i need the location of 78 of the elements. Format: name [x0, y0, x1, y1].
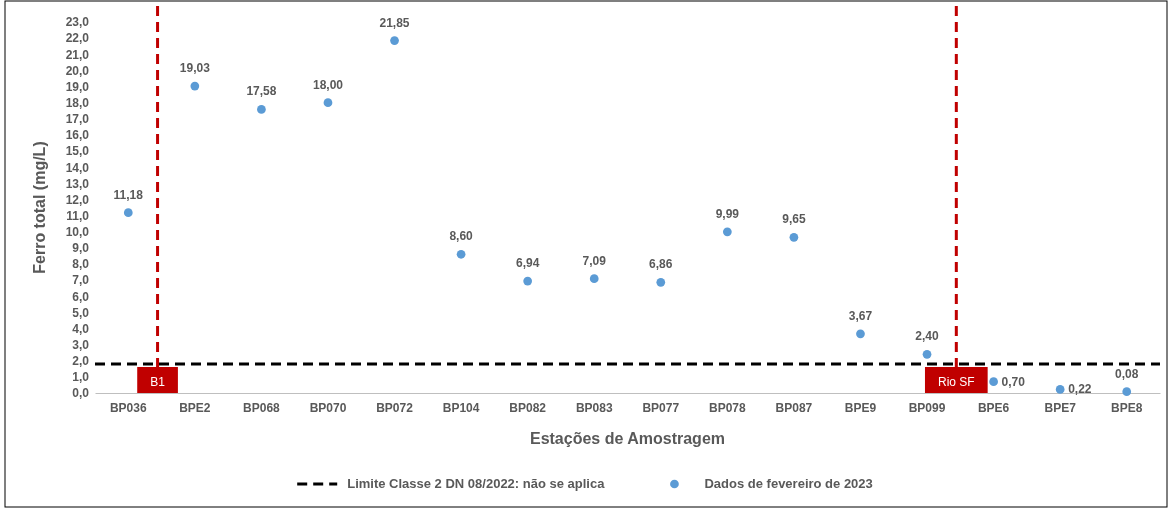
data-label: 9,99 — [715, 206, 740, 221]
y-tick-label: 4,0 — [72, 321, 90, 336]
x-tick-label: BP087 — [775, 400, 813, 415]
x-tick-label: BP077 — [642, 400, 680, 415]
data-label: 6,94 — [515, 256, 540, 271]
data-label: 18,00 — [312, 77, 344, 92]
data-label: 0,22 — [1068, 382, 1092, 397]
y-tick-label: 10,0 — [65, 225, 90, 240]
x-tick-label: BP083 — [575, 400, 613, 415]
y-tick-label: 2,0 — [72, 354, 90, 369]
y-tick-label: 12,0 — [65, 192, 90, 207]
point — [856, 329, 865, 339]
point — [922, 349, 932, 359]
x-tick-label: BPE8 — [1111, 400, 1143, 415]
x-tick-label: BP036 — [109, 400, 147, 415]
data-label: 2,40 — [915, 329, 940, 344]
y-tick-label: 13,0 — [65, 176, 90, 191]
y-tick-label: 20,0 — [65, 63, 90, 78]
y-tick-label: 7,0 — [72, 273, 90, 288]
annotation: B1 — [150, 375, 166, 389]
point — [523, 276, 533, 286]
y-axis-title: Ferro total (mg/L) — [31, 141, 48, 274]
point — [722, 227, 732, 237]
y-tick-label: 17,0 — [65, 112, 90, 127]
x-tick-label: BP099 — [908, 400, 946, 415]
data-label: 3,67 — [848, 308, 873, 323]
y-tick-label: 11,0 — [66, 208, 90, 223]
y-tick-label: 18,0 — [65, 95, 90, 110]
point — [456, 249, 466, 259]
point — [123, 208, 133, 218]
data-label: 8,60 — [449, 229, 474, 244]
data-label: 6,86 — [649, 257, 673, 272]
legend-label: Limite Classe 2 DN 08/2022: não se aplica — [347, 476, 606, 491]
y-tick-label: 9,0 — [72, 241, 90, 256]
data-label: 0,70 — [1001, 374, 1026, 389]
y-tick-label: 21,0 — [65, 47, 90, 62]
x-tick-label: BPE9 — [844, 400, 877, 415]
y-tick-label: 3,0 — [72, 337, 90, 352]
point — [989, 377, 998, 387]
point — [589, 274, 599, 283]
y-tick-label: 8,0 — [72, 257, 90, 272]
point — [656, 277, 666, 287]
x-tick-label: BP070 — [309, 400, 347, 415]
y-tick-label: 6,0 — [72, 289, 90, 304]
point — [323, 98, 333, 108]
y-tick-label: 14,0 — [65, 160, 90, 175]
point — [789, 232, 799, 242]
y-tick-label: 1,0 — [72, 370, 90, 385]
data-label: 17,58 — [246, 84, 277, 99]
x-tick-label: BPE7 — [1044, 400, 1077, 415]
point — [390, 36, 399, 45]
annotation: Rio SF — [937, 375, 975, 389]
y-tick-label: 22,0 — [65, 31, 90, 46]
data-label: 9,65 — [782, 212, 806, 227]
x-tick-label: BP104 — [442, 400, 480, 415]
data-label: 0,08 — [1115, 366, 1139, 381]
data-label: 21,85 — [379, 15, 410, 30]
x-tick-label: BPE2 — [179, 400, 211, 415]
x-axis-title: Estações de Amostragem — [529, 430, 726, 447]
y-tick-label: 19,0 — [65, 79, 90, 94]
y-tick-label: 16,0 — [65, 128, 90, 143]
x-tick-label: BP078 — [708, 400, 747, 415]
data-label: 11,18 — [113, 187, 144, 202]
x-tick-label: BPE6 — [977, 400, 1010, 415]
y-tick-label: 5,0 — [72, 305, 90, 320]
data-label: 7,09 — [582, 253, 607, 268]
data-label: 19,03 — [179, 61, 211, 76]
point — [190, 81, 200, 91]
y-tick-label: 15,0 — [65, 144, 90, 159]
x-tick-label: BP082 — [509, 400, 547, 415]
x-tick-label: BP072 — [376, 400, 414, 415]
point — [257, 105, 266, 114]
point — [1055, 385, 1065, 394]
point — [1122, 387, 1132, 397]
y-tick-label: 23,0 — [65, 15, 90, 30]
x-tick-label: BP068 — [243, 400, 281, 415]
y-tick-label: 0,0 — [72, 386, 90, 401]
legend-label: Dados de fevereiro de 2023 — [704, 476, 873, 491]
